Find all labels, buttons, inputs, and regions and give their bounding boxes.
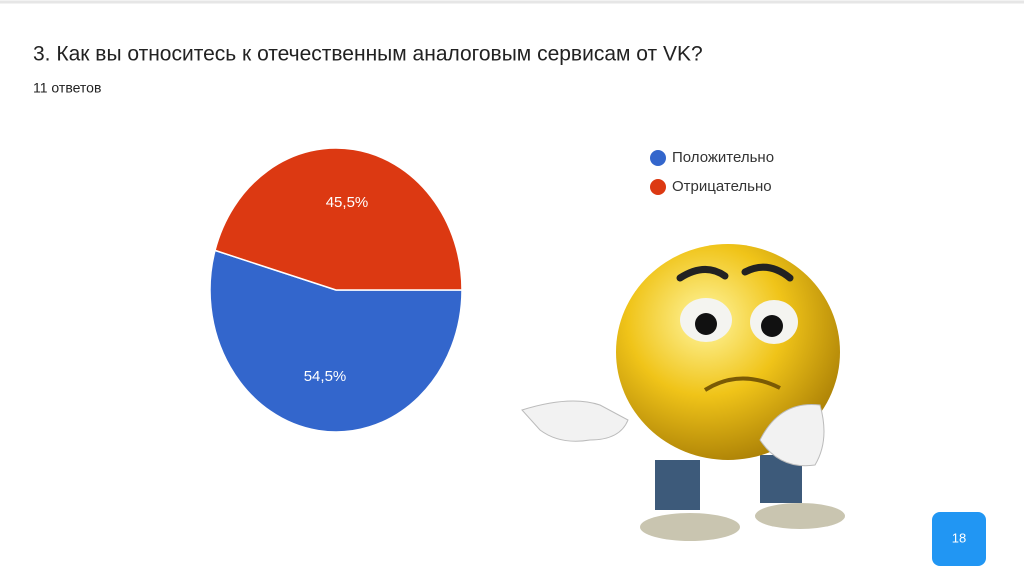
chart-title: 3. Как вы относитесь к отечественным ана… xyxy=(33,43,703,66)
slice-label: 45,5% xyxy=(326,194,369,211)
legend-label: Положительно xyxy=(672,149,774,166)
mouth xyxy=(703,376,781,392)
legend: Положительно Отрицательно xyxy=(650,149,774,195)
slice-label: 54,5% xyxy=(304,368,347,385)
chart-subtitle: 11 ответов xyxy=(33,80,101,96)
page-badge xyxy=(932,512,986,566)
leg xyxy=(655,460,700,510)
eyebrow xyxy=(741,263,794,282)
emoji-illustration xyxy=(521,244,845,541)
face xyxy=(616,244,840,460)
legend-swatch xyxy=(650,150,666,166)
pie: 54,5% 45,5% xyxy=(209,147,463,433)
shoe xyxy=(755,503,845,529)
pupil xyxy=(695,313,717,335)
hand xyxy=(521,400,629,442)
legend-swatch xyxy=(650,179,666,195)
pie-slice xyxy=(209,249,463,433)
eyebrow xyxy=(676,266,729,282)
pie-slice xyxy=(214,147,463,291)
page-number: 18 xyxy=(952,530,966,545)
hand xyxy=(759,403,825,467)
shoe xyxy=(640,513,740,541)
pupil xyxy=(761,315,783,337)
legend-label: Отрицательно xyxy=(672,178,772,195)
